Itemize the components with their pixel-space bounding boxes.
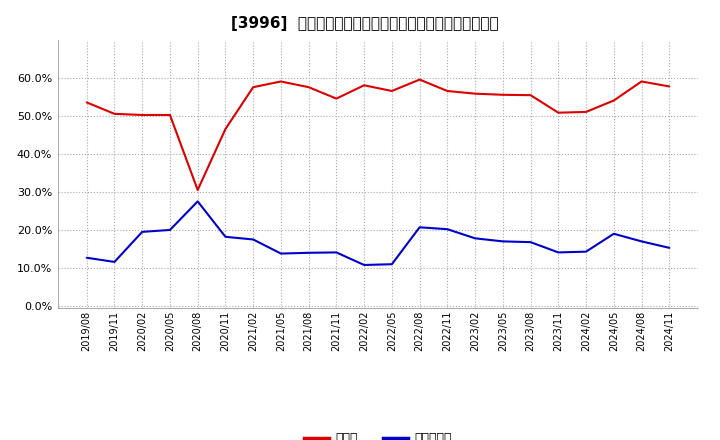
Title: [3996]  現頲金、有利子負債の総資産に対する比率の推移: [3996] 現頲金、有利子負債の総資産に対する比率の推移: [231, 16, 499, 32]
Legend: 現頲金, 有利子負債: 現頲金, 有利子負債: [300, 427, 456, 440]
